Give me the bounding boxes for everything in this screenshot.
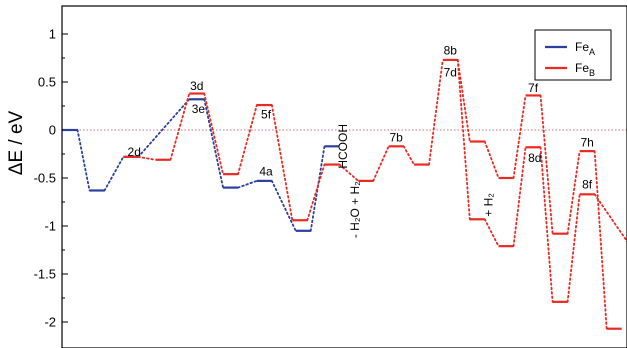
connector-FeB bbox=[512, 146, 527, 248]
species-labels: HCOOH- H₂O + H₂+ H₂CH₃OH bbox=[336, 124, 496, 238]
connector-FeA bbox=[270, 179, 297, 232]
connector-FeB bbox=[483, 218, 500, 248]
state-label: 7d bbox=[444, 65, 457, 79]
connector-FeA bbox=[203, 98, 224, 189]
y-tick-label: -1.5 bbox=[34, 267, 56, 282]
state-label: 8b bbox=[444, 43, 458, 57]
connector-FeA bbox=[309, 145, 326, 232]
y-tick-label: 1 bbox=[49, 27, 56, 42]
connector-FeB bbox=[237, 104, 258, 176]
state-labels: 2d 3d 3e 5f 4a 7b 8b 7d 7f 8d 7h 8f bbox=[128, 43, 594, 191]
y-tick-label: 0.5 bbox=[38, 75, 56, 90]
energy-levels bbox=[62, 58, 622, 330]
state-label: 7f bbox=[528, 81, 539, 95]
state-label: 8f bbox=[582, 178, 593, 192]
connector-FeB bbox=[338, 163, 360, 182]
connector-FeB bbox=[566, 150, 581, 235]
y-axis-ticks: 1 0.5 0 -0.5 -1 -1.5 -2 bbox=[34, 27, 68, 330]
species-label: - H₂O + H₂ bbox=[348, 181, 362, 238]
y-tick-label: -0.5 bbox=[34, 171, 56, 186]
connector-FeA bbox=[137, 98, 191, 158]
connector-FeB bbox=[137, 155, 157, 161]
legend-box bbox=[534, 29, 612, 81]
connector-FeA bbox=[103, 155, 125, 192]
connector-FeA bbox=[76, 129, 91, 192]
state-label: 7h bbox=[580, 135, 593, 149]
state-label: 3d bbox=[190, 79, 203, 93]
connector-FeB bbox=[539, 146, 554, 303]
connector-FeB bbox=[428, 59, 444, 166]
state-label: 5f bbox=[261, 108, 272, 122]
state-label: 8d bbox=[528, 151, 541, 165]
connector-FeB bbox=[169, 92, 191, 161]
state-label: 7b bbox=[389, 131, 403, 145]
state-label: 3e bbox=[192, 102, 206, 116]
species-label: + H₂ bbox=[482, 193, 496, 217]
connector-FeB bbox=[512, 94, 527, 179]
y-tick-label: -2 bbox=[44, 315, 56, 330]
connector-FeB bbox=[456, 59, 471, 143]
state-label: 2d bbox=[128, 145, 141, 159]
connector-FeB bbox=[270, 104, 294, 222]
legend-label: FeB bbox=[575, 61, 595, 78]
connector-FeB bbox=[306, 163, 326, 222]
legend: FeA FeB bbox=[534, 29, 612, 81]
connector-FeB bbox=[372, 145, 390, 182]
y-tick-label: -1 bbox=[44, 219, 56, 234]
connector-FeB bbox=[593, 193, 627, 243]
connector-FeB bbox=[456, 59, 471, 221]
connector-FeB bbox=[483, 140, 500, 179]
plot-frame bbox=[61, 5, 627, 348]
species-label: HCOOH bbox=[336, 124, 350, 169]
connector-FeB bbox=[566, 193, 581, 303]
state-label: 4a bbox=[259, 164, 273, 178]
connector-FeB bbox=[539, 94, 554, 235]
y-tick-label: 0 bbox=[49, 123, 56, 138]
connector-FeB bbox=[402, 145, 415, 166]
energy-connectors bbox=[76, 59, 627, 330]
connector-FeB bbox=[203, 92, 224, 176]
legend-label: FeA bbox=[575, 40, 595, 57]
connector-FeB bbox=[593, 150, 608, 330]
y-axis-label: ΔE / eV bbox=[6, 110, 27, 175]
connector-FeA bbox=[237, 179, 258, 189]
